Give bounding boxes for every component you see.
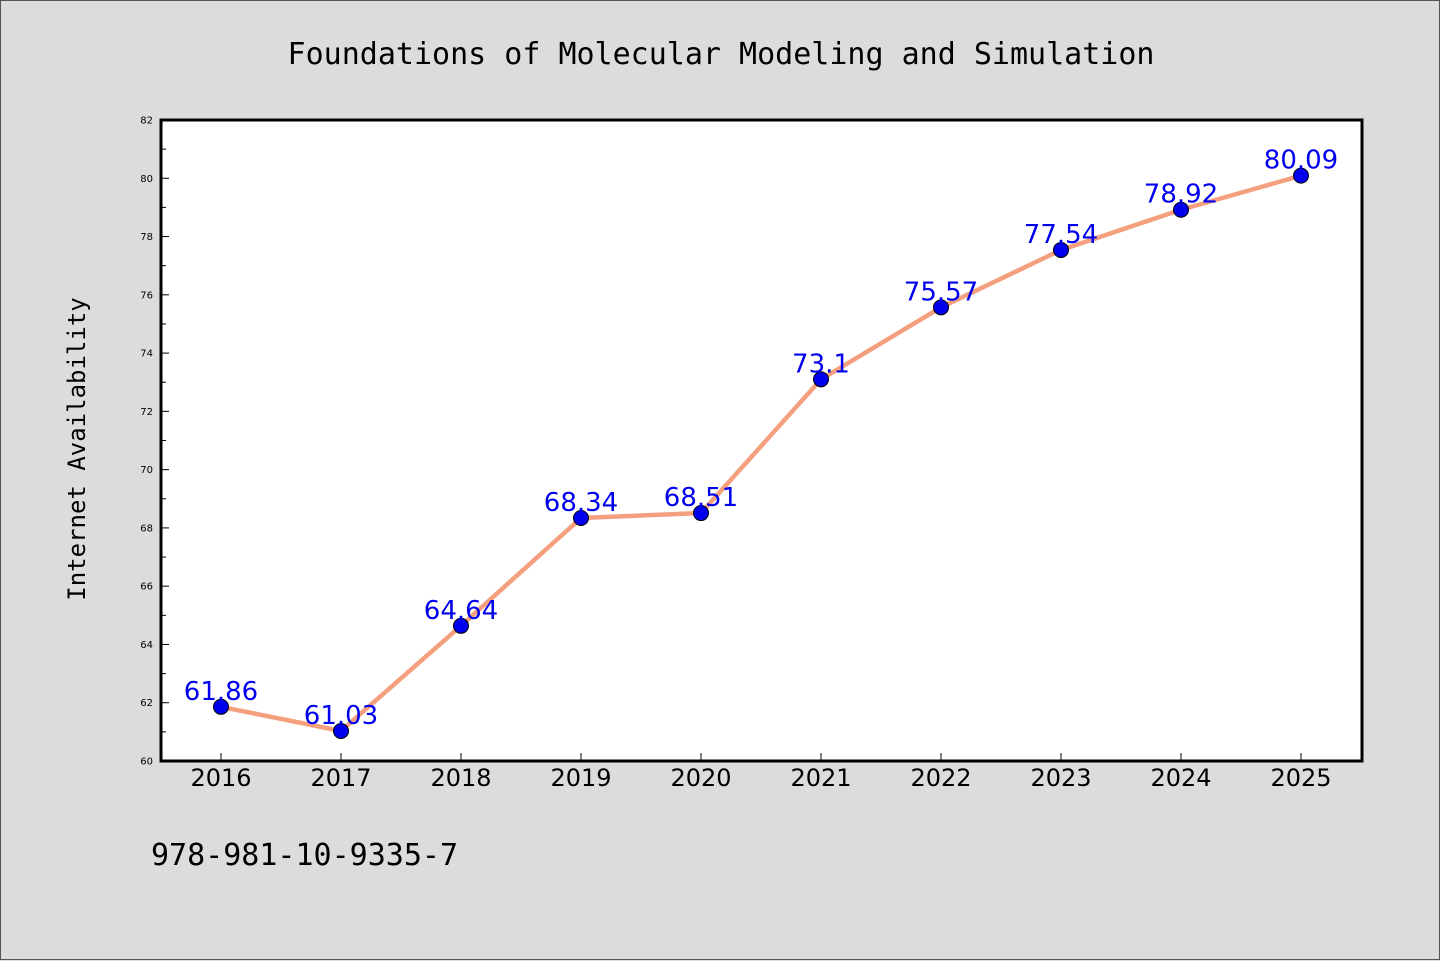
data-label: 61.86 (184, 677, 258, 707)
y-tick-label: 82 (140, 116, 153, 127)
y-tick-label: 72 (140, 407, 153, 418)
data-point (1173, 201, 1189, 218)
data-label: 68.34 (544, 488, 618, 518)
y-tick-label: 62 (140, 698, 153, 709)
y-axis-label: Internet Availability (63, 297, 91, 600)
y-axis: 60 62 64 66 68 70 72 74 76 78 80 82 (140, 116, 169, 768)
plot-area (159, 118, 1364, 763)
data-label: 77.54 (1024, 220, 1098, 250)
x-tick-label: 2017 (310, 764, 371, 792)
x-tick-label: 2016 (190, 764, 251, 792)
y-tick-label: 78 (140, 232, 153, 243)
y-tick-label: 68 (140, 523, 153, 534)
chart-title: Foundations of Molecular Modeling and Si… (288, 37, 1155, 72)
x-tick-label: 2018 (430, 764, 491, 792)
data-point (693, 505, 709, 522)
y-tick-label: 74 (140, 349, 153, 360)
isbn-text: 978-981-10-9335-7 (151, 838, 458, 873)
data-label: 78.92 (1144, 180, 1218, 210)
y-tick-label: 80 (140, 174, 153, 185)
x-tick-label: 2020 (670, 764, 731, 792)
data-point (333, 722, 349, 739)
data-label: 68.51 (664, 483, 738, 513)
series-layer: 61.86 61.03 64.64 68.34 68.51 73.1 75.57 77.54 7… (184, 146, 1338, 739)
x-tick-label: 2022 (910, 764, 971, 792)
x-tick-label: 2025 (1270, 764, 1331, 792)
x-tick-label: 2023 (1030, 764, 1091, 792)
y-tick-label: 60 (140, 757, 153, 768)
data-label: 64.64 (424, 596, 498, 626)
y-tick-label: 76 (140, 290, 153, 301)
data-point (1293, 167, 1309, 184)
data-point (1053, 241, 1069, 258)
y-tick-label: 70 (140, 465, 153, 476)
data-point (933, 299, 949, 316)
data-label: 75.57 (904, 277, 978, 307)
x-tick-label: 2019 (550, 764, 611, 792)
x-tick-label: 2024 (1150, 764, 1211, 792)
y-tick-label: 66 (140, 582, 153, 593)
data-point (453, 617, 469, 634)
data-point (813, 371, 829, 388)
data-point (573, 510, 589, 527)
x-tick-label: 2021 (790, 764, 851, 792)
series-line (220, 173, 1302, 734)
x-axis: 2016 2017 2018 2019 2020 2021 2022 2023 2024 2025 (190, 753, 1332, 792)
y-tick-label: 64 (140, 640, 153, 651)
data-label: 80.09 (1264, 146, 1338, 176)
data-label: 73.1 (792, 349, 850, 379)
data-point (213, 698, 229, 715)
data-label: 61.03 (304, 701, 378, 731)
